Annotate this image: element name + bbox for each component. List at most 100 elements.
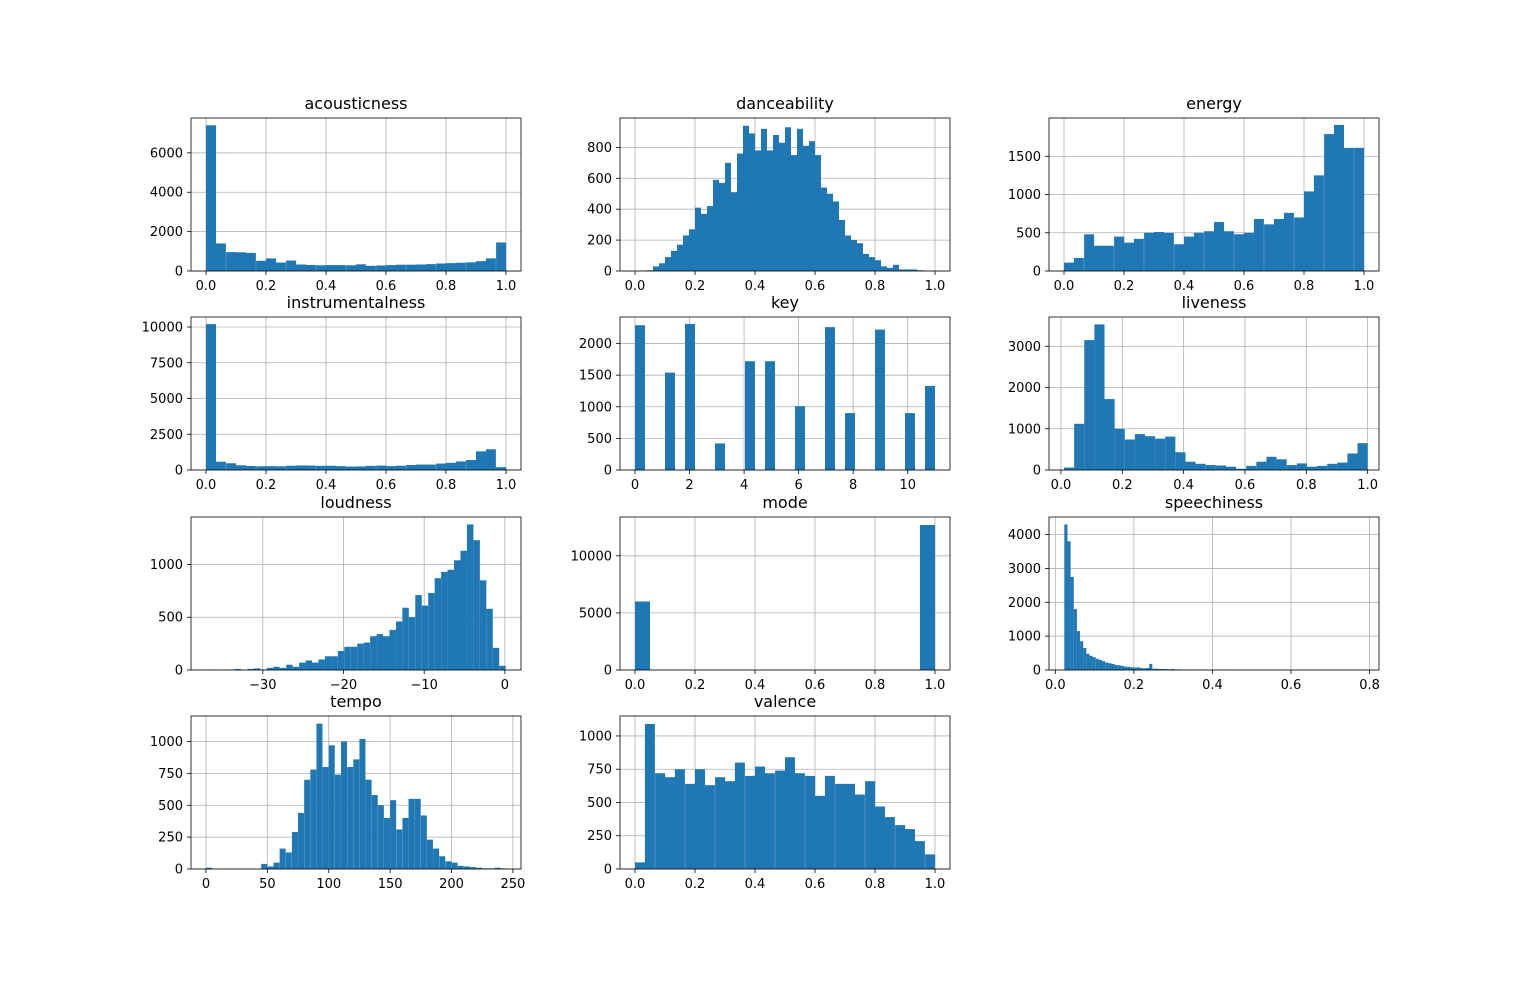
histogram-bar <box>436 264 446 271</box>
histogram-bar <box>805 776 815 869</box>
histogram-bar <box>366 466 376 470</box>
histogram-bar <box>1135 434 1145 470</box>
histogram-bar <box>486 609 492 670</box>
histogram-bar <box>835 784 845 869</box>
y-tick-label: 2000 <box>150 225 183 240</box>
histogram-bar <box>304 780 310 869</box>
y-tick-label: 500 <box>1016 226 1041 241</box>
histogram-bar <box>341 742 347 870</box>
y-tick-label: 800 <box>587 141 612 156</box>
histogram-bar <box>336 265 346 271</box>
y-tick-label: 1500 <box>1008 150 1041 165</box>
histogram-bar <box>1080 641 1083 670</box>
histogram-bar <box>452 863 458 869</box>
histogram-bar <box>261 864 267 869</box>
x-tick-label: 0.4 <box>1202 678 1223 693</box>
y-tick-label: 2000 <box>1008 381 1041 396</box>
x-tick-label: 0.6 <box>1281 678 1302 693</box>
histogram-bar <box>1074 424 1084 470</box>
histogram-bar <box>1344 148 1354 271</box>
histogram-bar <box>344 647 350 670</box>
histogram-bar <box>839 220 845 271</box>
y-tick-label: 3000 <box>1008 340 1041 355</box>
histogram-bar <box>246 253 256 271</box>
histogram-bar <box>480 580 486 670</box>
histogram-bar <box>809 141 815 271</box>
histogram-bar <box>1327 464 1337 470</box>
histogram-bar <box>665 257 671 271</box>
x-tick-label: 50 <box>259 877 276 892</box>
histogram-bar <box>827 194 833 271</box>
x-tick-label: 0.2 <box>1114 279 1135 294</box>
y-tick-label: 0 <box>1033 265 1041 280</box>
histogram-bar <box>737 154 743 271</box>
histogram-bar <box>635 862 645 869</box>
x-tick-label: 0.6 <box>805 279 826 294</box>
histogram-bar <box>925 386 935 470</box>
histogram-bar <box>426 264 436 271</box>
chart-title: mode <box>762 493 807 512</box>
axes-frame <box>1049 517 1379 670</box>
histogram-bar <box>1105 399 1115 470</box>
y-tick-label: 600 <box>587 172 612 187</box>
histogram-bar <box>755 767 765 869</box>
histogram-bar <box>1125 439 1135 470</box>
x-tick-label: 0.2 <box>1112 478 1133 493</box>
x-tick-label: 0 <box>202 877 210 892</box>
x-tick-label: −10 <box>410 678 437 693</box>
y-tick-label: 7500 <box>150 356 183 371</box>
histogram-bar <box>396 466 406 470</box>
histogram-bar <box>338 651 344 670</box>
y-tick-label: 4000 <box>1008 528 1041 543</box>
histogram-bar <box>875 260 881 271</box>
x-tick-label: 0.2 <box>256 478 277 493</box>
histogram-bar <box>1324 134 1334 271</box>
y-tick-label: 0 <box>604 863 612 878</box>
x-tick-label: 2 <box>685 478 693 493</box>
x-tick-label: 0.4 <box>316 279 337 294</box>
histogram-bar <box>1083 648 1086 670</box>
histogram-bar <box>1130 667 1133 670</box>
histogram-bar <box>785 127 791 271</box>
histogram-bar <box>456 461 466 470</box>
histogram-bar <box>855 794 865 869</box>
histogram-bar <box>1094 246 1104 271</box>
x-tick-label: 1.0 <box>925 877 946 892</box>
y-tick-label: 2000 <box>579 337 612 352</box>
histogram-bar <box>1165 437 1175 470</box>
histogram-bar <box>416 265 426 271</box>
histogram-bar <box>707 206 713 271</box>
x-tick-label: 0.8 <box>865 877 886 892</box>
histogram-bar <box>496 467 506 470</box>
histogram-bar <box>359 739 365 869</box>
histogram-bar <box>685 324 695 470</box>
x-tick-label: 250 <box>500 877 525 892</box>
x-tick-label: 1.0 <box>1354 279 1375 294</box>
x-tick-label: 100 <box>316 877 341 892</box>
x-tick-label: 4 <box>740 478 748 493</box>
histogram-bar <box>318 659 324 670</box>
histogram-bar <box>316 466 326 470</box>
histogram-bar <box>1204 231 1214 271</box>
histogram-bar <box>415 799 421 869</box>
x-tick-label: 0.8 <box>436 279 457 294</box>
y-tick-label: 2500 <box>150 428 183 443</box>
x-tick-label: 0.8 <box>1294 279 1315 294</box>
y-tick-label: 1000 <box>1008 630 1041 645</box>
histogram-bar <box>745 776 755 869</box>
histogram-bar <box>765 773 775 869</box>
x-tick-label: 0.4 <box>1174 279 1195 294</box>
chart-title: key <box>771 293 799 312</box>
histogram-bar <box>1071 577 1074 670</box>
histogram-bar <box>347 767 353 869</box>
histogram-bar <box>296 265 306 271</box>
histogram-bar <box>286 261 296 271</box>
histogram-bar <box>306 661 312 670</box>
x-tick-label: 0.4 <box>1173 478 1194 493</box>
histogram-bar <box>821 188 827 271</box>
histogram-bar <box>316 724 322 869</box>
x-tick-label: 1.0 <box>925 279 946 294</box>
